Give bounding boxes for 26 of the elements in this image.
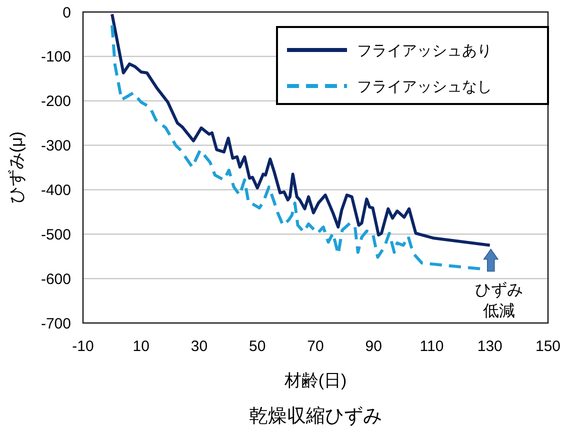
x-tick-label: 150 [535, 338, 561, 355]
x-tick-label: 130 [477, 338, 502, 355]
line-series [110, 12, 492, 247]
x-tick-label: 110 [420, 338, 444, 355]
y-tick-label: -200 [40, 93, 71, 110]
text: 乾燥収縮ひずみ [249, 406, 382, 427]
line-series [110, 24, 482, 270]
x-tick-label: 90 [365, 338, 382, 355]
y-tick-label: -700 [40, 315, 71, 332]
x-tick-label: -10 [72, 338, 94, 355]
y-tick-label: -500 [40, 226, 71, 244]
annotation: 低減 [483, 302, 515, 320]
y-tick-label: -100 [40, 48, 71, 66]
x-axis-title: 材齢(日) [283, 371, 347, 390]
y-tick-label: 0 [62, 4, 71, 22]
y-axis-title: ひずみ(μ) [7, 131, 26, 204]
x-tick-label: 70 [307, 338, 324, 355]
x-tick-label: 50 [249, 338, 266, 355]
annotation: ひずみ [475, 281, 523, 299]
x-tick-label: 10 [132, 338, 150, 355]
legend-label: フライアッシュなし [357, 78, 492, 96]
y-tick-label: -300 [40, 138, 71, 155]
legend-label: フライアッシュあり [357, 42, 492, 60]
x-tick-label: 30 [190, 338, 208, 355]
y-tick-label: -600 [40, 270, 71, 288]
y-tick-label: -400 [40, 182, 71, 199]
